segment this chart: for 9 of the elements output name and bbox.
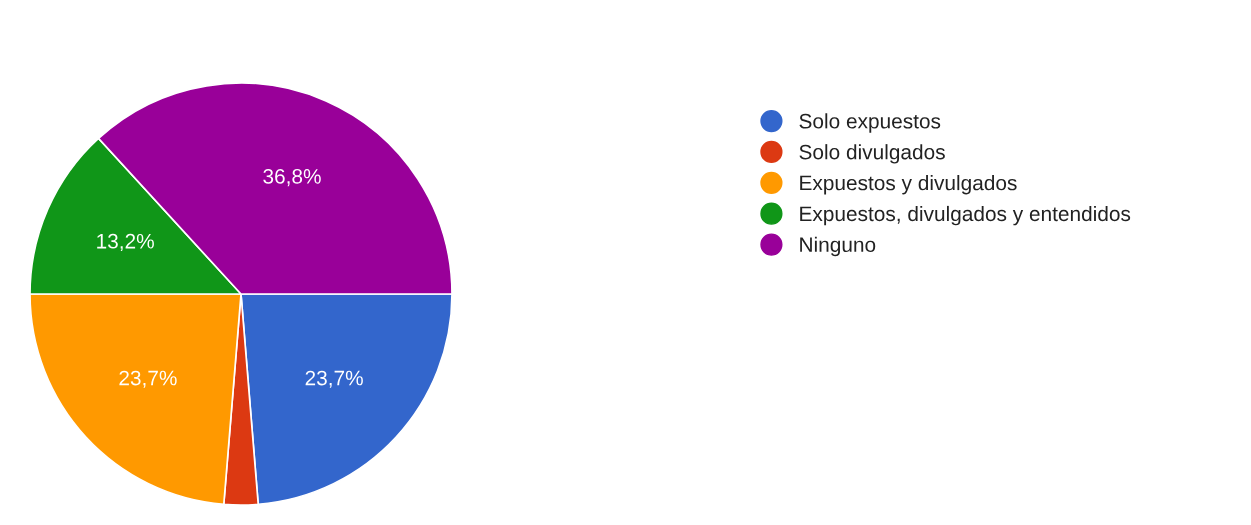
legend-label: Expuestos, divulgados y entendidos: [800, 205, 1131, 226]
legend-label: Solo divulgados: [799, 144, 945, 164]
data-label: 13,2%: [97, 233, 154, 252]
data-label: 23,7%: [305, 370, 363, 388]
legend-label: Ninguno: [800, 236, 876, 257]
legend-label: Expuestos y divulgados: [800, 175, 1017, 195]
legend-label: Solo expuestos: [799, 113, 941, 133]
data-label: 36,8%: [263, 168, 321, 187]
data-label: 23,7%: [119, 370, 177, 388]
